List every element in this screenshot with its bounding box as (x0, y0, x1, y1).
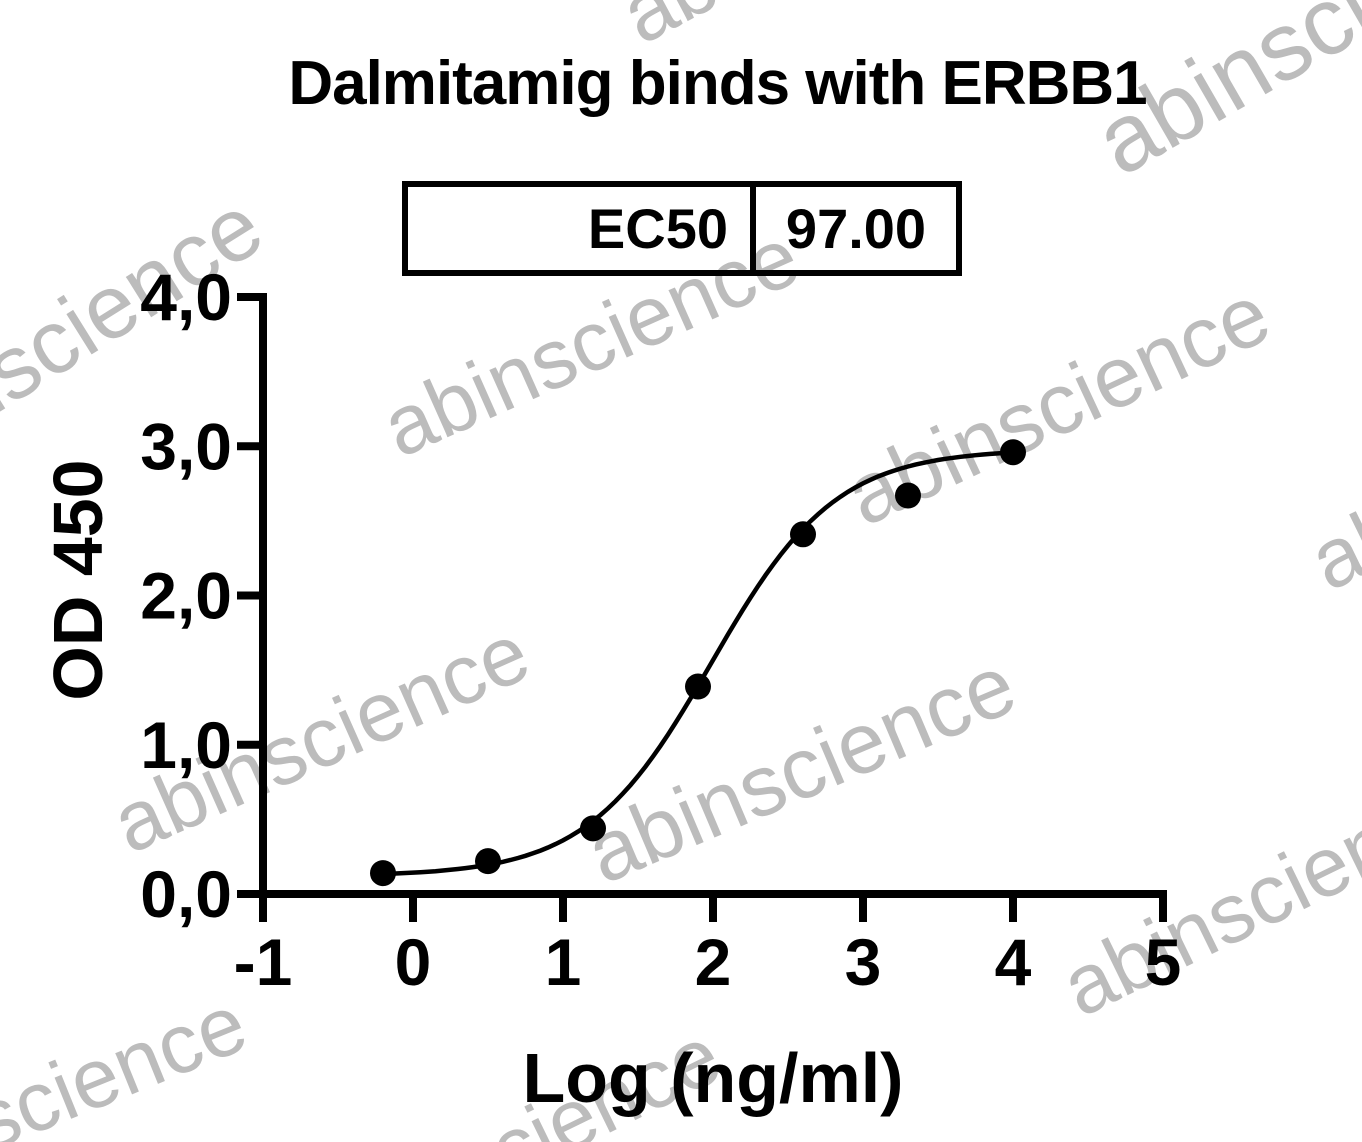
data-point (1000, 439, 1026, 466)
data-point (475, 848, 501, 875)
x-axis-title: Log (ng/ml) (522, 1039, 904, 1117)
data-point (685, 673, 711, 700)
y-tick-label: 3,0 (140, 409, 232, 483)
y-tick-label: 0,0 (140, 857, 232, 931)
y-tick-label: 1,0 (140, 708, 232, 782)
chart-title: Dalmitamig binds with ERBB1 (288, 49, 1147, 118)
data-point (790, 521, 816, 548)
y-tick-label: 2,0 (140, 559, 232, 633)
ec50-label-cell: EC50 (408, 187, 756, 270)
data-point (580, 815, 606, 842)
x-tick-label: -1 (234, 925, 293, 999)
x-tick-label: 0 (395, 925, 432, 999)
x-tick-label: 4 (995, 925, 1032, 999)
data-point (370, 860, 396, 887)
x-tick-label: 1 (545, 925, 582, 999)
y-tick-label: 4,0 (140, 260, 232, 334)
x-tick-label: 5 (1145, 925, 1182, 999)
ec50-value-cell: 97.00 (785, 197, 927, 260)
x-tick-label: 3 (845, 925, 882, 999)
fit-curve (382, 449, 1021, 877)
ec50-table: EC50 97.00 (402, 181, 962, 276)
x-tick-label: 2 (695, 925, 732, 999)
data-point (895, 482, 921, 509)
